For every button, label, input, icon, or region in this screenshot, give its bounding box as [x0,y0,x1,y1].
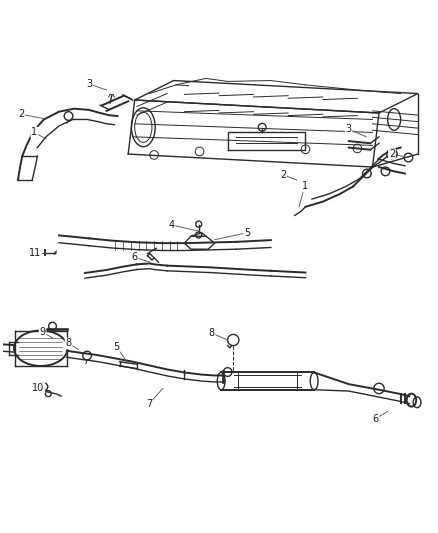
Text: 10: 10 [32,383,44,393]
Text: 3: 3 [86,79,92,89]
Text: 11: 11 [28,248,41,257]
Text: 5: 5 [113,342,120,351]
Text: 9: 9 [39,327,46,337]
Text: 5: 5 [244,228,250,238]
Text: 4: 4 [168,220,174,230]
Text: 6: 6 [372,414,378,424]
Text: 1: 1 [301,182,307,191]
Text: 8: 8 [65,338,71,349]
Text: 3: 3 [346,124,352,134]
Text: 8: 8 [208,328,215,338]
Text: 7: 7 [146,399,152,409]
Text: 6: 6 [131,252,138,262]
Text: 2: 2 [389,149,395,159]
Text: 2: 2 [18,109,24,119]
Text: 2: 2 [280,170,286,180]
Text: 1: 1 [31,127,37,138]
